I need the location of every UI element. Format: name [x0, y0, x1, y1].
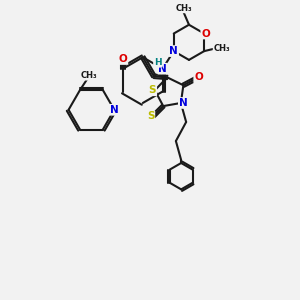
Text: N: N	[158, 64, 167, 74]
Text: O: O	[201, 28, 210, 38]
Text: N: N	[179, 98, 188, 108]
Text: CH₃: CH₃	[176, 4, 192, 13]
Text: S: S	[149, 85, 156, 95]
Text: H: H	[154, 58, 161, 67]
Text: N: N	[169, 46, 178, 56]
Text: N: N	[110, 105, 118, 115]
Text: CH₃: CH₃	[80, 71, 97, 80]
Text: O: O	[194, 72, 203, 82]
Text: O: O	[119, 54, 128, 64]
Text: S: S	[147, 111, 154, 121]
Text: CH₃: CH₃	[213, 44, 230, 53]
